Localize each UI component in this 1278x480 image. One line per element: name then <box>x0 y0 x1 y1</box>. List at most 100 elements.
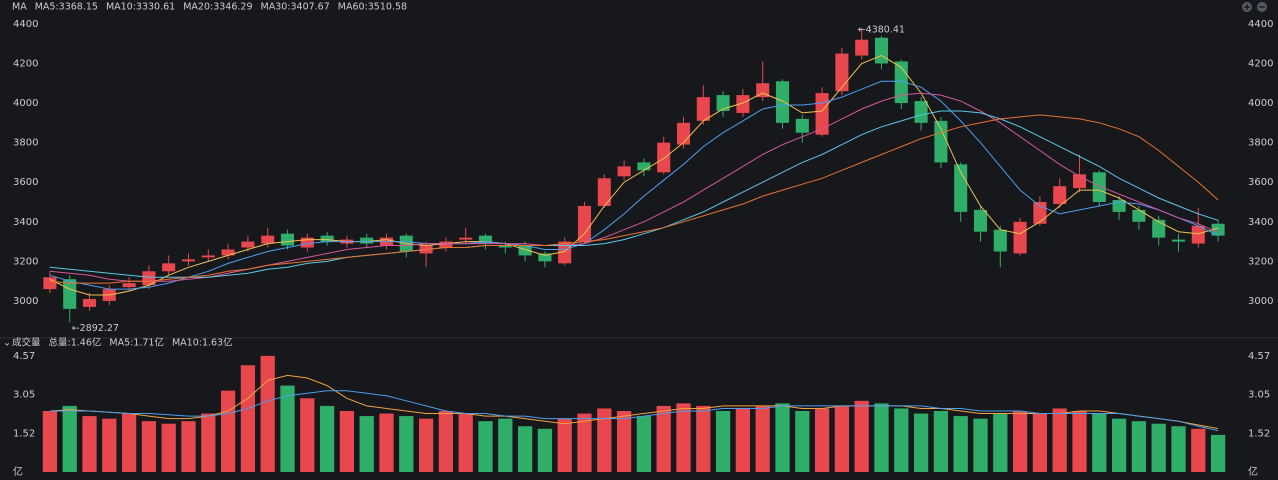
volume-bar <box>498 418 513 472</box>
panel-title: 成交量 <box>12 337 41 349</box>
y-tick-label: 3800 <box>13 138 38 149</box>
volume-bar <box>993 413 1008 472</box>
candle-body <box>577 205 592 242</box>
volume-bar <box>379 413 394 472</box>
candle-body <box>716 95 730 111</box>
volume-total: 总量:1.46亿 <box>49 337 102 349</box>
volume-bar <box>399 416 414 472</box>
volume-bar <box>597 408 612 472</box>
y-tick-label: 4.57 <box>13 351 35 362</box>
y-tick-label-right: 1.52 <box>1248 428 1270 439</box>
y-tick-label: 3600 <box>13 177 38 188</box>
candle-body <box>736 95 750 113</box>
y-tick-label: 3.05 <box>13 389 35 400</box>
candle-body <box>1152 219 1166 238</box>
candle-body <box>280 233 295 246</box>
volume-bar <box>141 421 157 472</box>
volume-bar <box>933 411 949 472</box>
candle-body <box>617 166 631 177</box>
collapse-arrow[interactable]: ⌄ <box>3 338 11 349</box>
candle-body <box>1112 200 1126 212</box>
volume-bar <box>319 405 335 472</box>
candle-body <box>696 97 710 121</box>
y-tick-label-right: 3600 <box>1248 177 1273 188</box>
candle-body <box>300 237 314 248</box>
zoom-in-icon <box>1244 4 1250 10</box>
candle-body <box>63 279 77 309</box>
volume-bar <box>913 413 929 472</box>
y-tick-label: 4000 <box>13 98 38 109</box>
legend-entry: MA20:3346.29 <box>183 2 252 13</box>
candle-body <box>934 120 948 163</box>
candle-body <box>181 259 196 262</box>
volume-bar <box>102 418 117 472</box>
low-annotation: ←2892.27 <box>72 323 119 334</box>
y-tick-label: 亿 <box>13 465 23 478</box>
volume-bar <box>1012 411 1028 472</box>
y-tick-label-right: 3.05 <box>1248 389 1270 400</box>
volume-bar <box>577 413 592 472</box>
ma-line <box>49 54 1219 296</box>
volume-bar <box>181 421 196 472</box>
y-tick-label-right: 3800 <box>1248 138 1273 149</box>
candle-body <box>795 118 809 133</box>
candle-body <box>320 235 334 242</box>
candle-body <box>1013 221 1027 254</box>
candle-body <box>538 253 552 262</box>
volume-bar <box>1032 413 1048 472</box>
volume-bar <box>616 411 632 472</box>
y-tick-label-right: 3000 <box>1248 296 1273 307</box>
candle-body <box>1132 209 1146 222</box>
volume-bar <box>696 405 711 472</box>
volume-bar <box>1072 411 1087 472</box>
candle-body <box>855 39 869 56</box>
y-tick-label-right: 3400 <box>1248 217 1273 228</box>
candle-body <box>221 249 235 256</box>
volume-bar <box>1171 426 1186 472</box>
volume-bar <box>220 390 236 472</box>
candle-body <box>954 164 968 212</box>
volume-bar <box>656 405 671 472</box>
volume-bar <box>1052 408 1067 472</box>
legend-entry: MA5:1.71亿 <box>109 337 164 349</box>
candle-body <box>775 81 790 123</box>
high-annotation: ←4380.41 <box>858 24 905 35</box>
candle-body <box>1033 202 1047 224</box>
legend-entry: MA30:3407.67 <box>261 2 330 13</box>
candle-body <box>439 241 453 248</box>
volume-bar <box>300 398 315 472</box>
volume-bar <box>121 413 137 472</box>
volume-bar <box>854 400 869 472</box>
volume-bar <box>636 416 652 472</box>
candle-body <box>498 245 512 248</box>
volume-bar <box>557 418 572 472</box>
legend-entry: MA10:3330.61 <box>106 2 175 13</box>
candle-body <box>558 241 572 264</box>
y-tick-label-right: 亿 <box>1248 465 1258 478</box>
candle-body <box>162 263 176 272</box>
volume-bar <box>62 405 77 472</box>
volume-bar <box>795 411 810 472</box>
candle-body <box>43 277 57 290</box>
volume-bar <box>42 411 58 472</box>
volume-bar <box>1151 423 1166 472</box>
volume-bar <box>1092 413 1107 472</box>
volume-bar <box>834 405 850 472</box>
candle-body <box>676 122 691 145</box>
volume-bar <box>814 408 830 472</box>
volume-bar <box>240 365 256 472</box>
volume-bar <box>260 355 275 472</box>
candle-body <box>82 298 97 307</box>
volume-bar <box>1131 421 1147 472</box>
candle-body <box>478 235 493 244</box>
volume-bar <box>161 423 176 472</box>
candle-body <box>597 178 611 206</box>
candle-body <box>261 235 275 244</box>
y-tick-label-right: 4400 <box>1248 19 1273 30</box>
candle-body <box>518 245 532 256</box>
y-tick-label: 4400 <box>13 19 38 30</box>
volume-bar <box>755 405 770 472</box>
volume-bar <box>874 403 889 472</box>
